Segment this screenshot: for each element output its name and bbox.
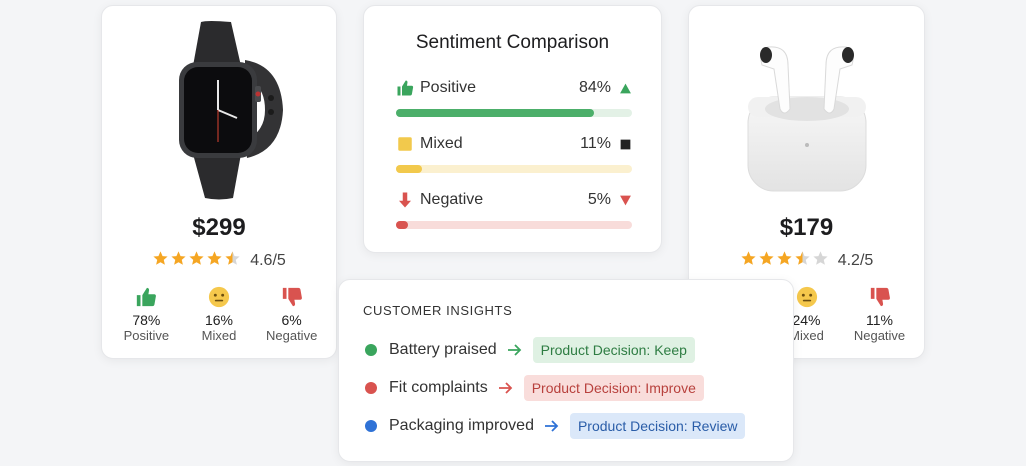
progress-bar — [396, 221, 632, 229]
black-square-icon — [619, 138, 632, 151]
stat-mixed: 16% Mixed — [184, 286, 254, 344]
stat-label: Negative — [265, 328, 318, 343]
star-icon — [170, 250, 187, 272]
rating-value: 4.2/5 — [837, 252, 874, 269]
sentiment-label: Negative — [420, 191, 484, 208]
star-icon — [812, 250, 829, 272]
star-icon — [776, 250, 793, 272]
insight-row: Battery praised Product Decision: Keep — [365, 336, 695, 364]
stat-label: Negative — [853, 328, 906, 343]
product-card-watch[interactable]: $299 4.6/5 78% Positive 16% Mixed 6% Neg… — [101, 5, 337, 359]
progress-fill — [396, 221, 408, 229]
progress-fill — [396, 109, 595, 117]
star-icon — [206, 250, 223, 272]
sentiment-percent: 5% — [587, 191, 611, 208]
star-icon — [224, 250, 241, 272]
stat-value: 11% — [866, 312, 893, 328]
stat-label: Mixed — [789, 328, 824, 343]
arrow-right-icon — [507, 343, 523, 357]
stat-negative: 6% Negative — [257, 286, 327, 344]
status-dot-icon — [365, 382, 377, 394]
thumbs-up-icon — [135, 286, 157, 308]
star-icon — [794, 250, 811, 272]
insights-title: CUSTOMER INSIGHTS — [363, 303, 513, 318]
sentiment-title: Sentiment Comparison — [415, 32, 610, 53]
earbuds-image — [689, 20, 924, 200]
triangle-down-icon — [619, 194, 632, 207]
star-icon — [188, 250, 205, 272]
arrow-down-icon — [396, 191, 414, 209]
star-icon — [740, 250, 757, 272]
sentiment-label: Mixed — [420, 135, 463, 152]
stat-negative: 11% Negative — [845, 286, 915, 344]
progress-bar — [396, 109, 632, 117]
insight-text: Fit complaints — [389, 379, 488, 396]
decision-badge[interactable]: Product Decision: Improve — [523, 375, 704, 401]
star-rating: 4.2/5 — [689, 250, 924, 272]
thumbs-up-icon — [396, 79, 414, 97]
yellow-square-icon — [396, 135, 414, 153]
sentiment-row-mixed: Mixed 11% — [396, 133, 632, 173]
status-dot-icon — [365, 420, 377, 432]
sentiment-stats: 78% Positive 16% Mixed 6% Negative — [102, 286, 336, 344]
status-dot-icon — [365, 344, 377, 356]
price: $299 — [192, 214, 246, 241]
neutral-face-icon — [208, 286, 230, 308]
decision-badge[interactable]: Product Decision: Review — [569, 413, 746, 439]
stat-mixed: 24% Mixed — [772, 286, 842, 344]
thumbs-down-icon — [869, 286, 891, 308]
stat-label: Positive — [123, 328, 170, 343]
stat-label: Mixed — [201, 328, 237, 343]
stat-positive: 78% Positive — [111, 286, 181, 344]
sentiment-row-negative: Negative 5% — [396, 189, 632, 229]
insight-text: Battery praised — [389, 341, 497, 358]
progress-bar — [396, 165, 632, 173]
stat-value: 78% — [132, 312, 161, 328]
insight-row: Fit complaints Product Decision: Improve — [365, 374, 704, 402]
price: $179 — [779, 214, 834, 241]
star-rating: 4.6/5 — [102, 250, 336, 272]
stat-value: 16% — [204, 312, 233, 328]
insight-row: Packaging improved Product Decision: Rev… — [365, 412, 746, 440]
stat-value: 24% — [792, 312, 821, 328]
arrow-right-icon — [498, 381, 514, 395]
thumbs-down-icon — [281, 286, 303, 308]
arrow-right-icon — [544, 419, 560, 433]
sentiment-comparison-card: Sentiment Comparison Positive 84% Mixed … — [363, 5, 662, 253]
decision-badge[interactable]: Product Decision: Keep — [532, 337, 695, 363]
smartwatch-image — [102, 20, 336, 200]
sentiment-percent: 84% — [578, 79, 611, 96]
sentiment-percent: 11% — [580, 135, 611, 152]
star-icon — [152, 250, 169, 272]
star-icon — [758, 250, 775, 272]
sentiment-label: Positive — [420, 79, 477, 96]
triangle-up-icon — [619, 82, 632, 95]
neutral-face-icon — [796, 286, 818, 308]
sentiment-row-positive: Positive 84% — [396, 77, 632, 117]
insight-text: Packaging improved — [389, 417, 534, 434]
stat-value: 6% — [281, 312, 302, 328]
rating-value: 4.6/5 — [250, 252, 286, 269]
customer-insights-card: CUSTOMER INSIGHTS Battery praised Produc… — [338, 279, 794, 462]
progress-fill — [396, 165, 422, 173]
